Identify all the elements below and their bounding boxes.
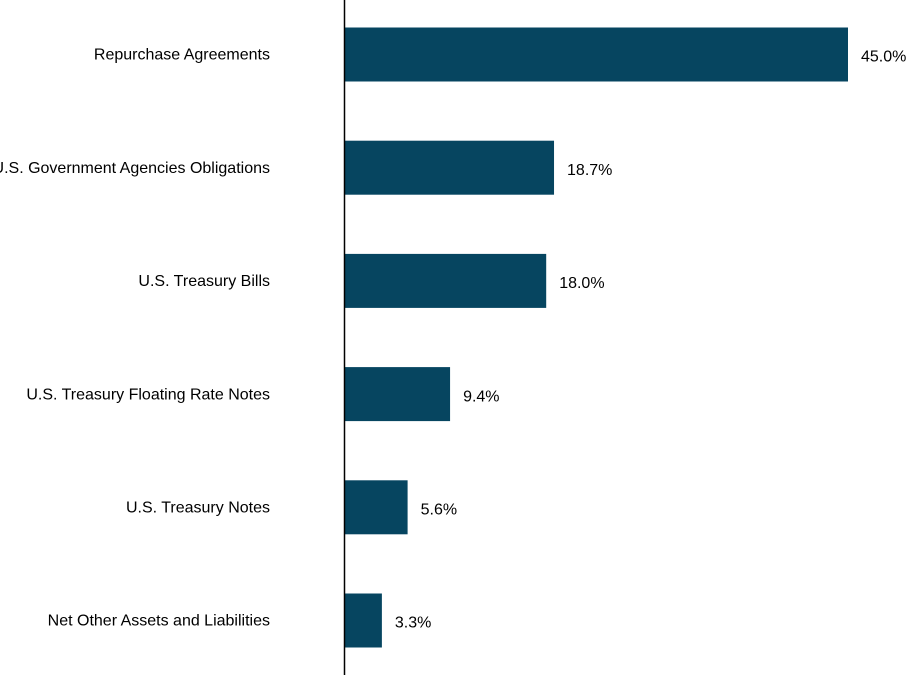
category-label: Net Other Assets and Liabilities	[48, 613, 270, 630]
bar	[345, 480, 408, 535]
category-label: Repurchase Agreements	[94, 47, 270, 64]
value-label: 3.3%	[395, 615, 431, 632]
category-label: U.S. Treasury Notes	[126, 500, 270, 517]
value-label: 18.0%	[559, 275, 604, 292]
bar	[345, 593, 382, 648]
category-labels-group: Repurchase Agreements U.S. Government Age…	[0, 47, 270, 630]
bar	[345, 253, 547, 308]
value-labels-group: 45.0% 18.7% 18.0% 9.4% 5.6% 3.3%	[395, 49, 906, 632]
bars-group	[345, 27, 848, 648]
value-label: 5.6%	[421, 502, 457, 519]
bar	[345, 140, 555, 195]
value-label: 45.0%	[861, 49, 906, 66]
category-label: U.S. Treasury Bills	[138, 273, 270, 290]
category-label: U.S. Treasury Floating Rate Notes	[26, 386, 270, 403]
bar	[345, 27, 848, 82]
category-label: U.S. Government Agencies Obligations	[0, 160, 270, 177]
value-label: 18.7%	[567, 162, 612, 179]
bar	[345, 367, 451, 422]
value-label: 9.4%	[463, 388, 499, 405]
